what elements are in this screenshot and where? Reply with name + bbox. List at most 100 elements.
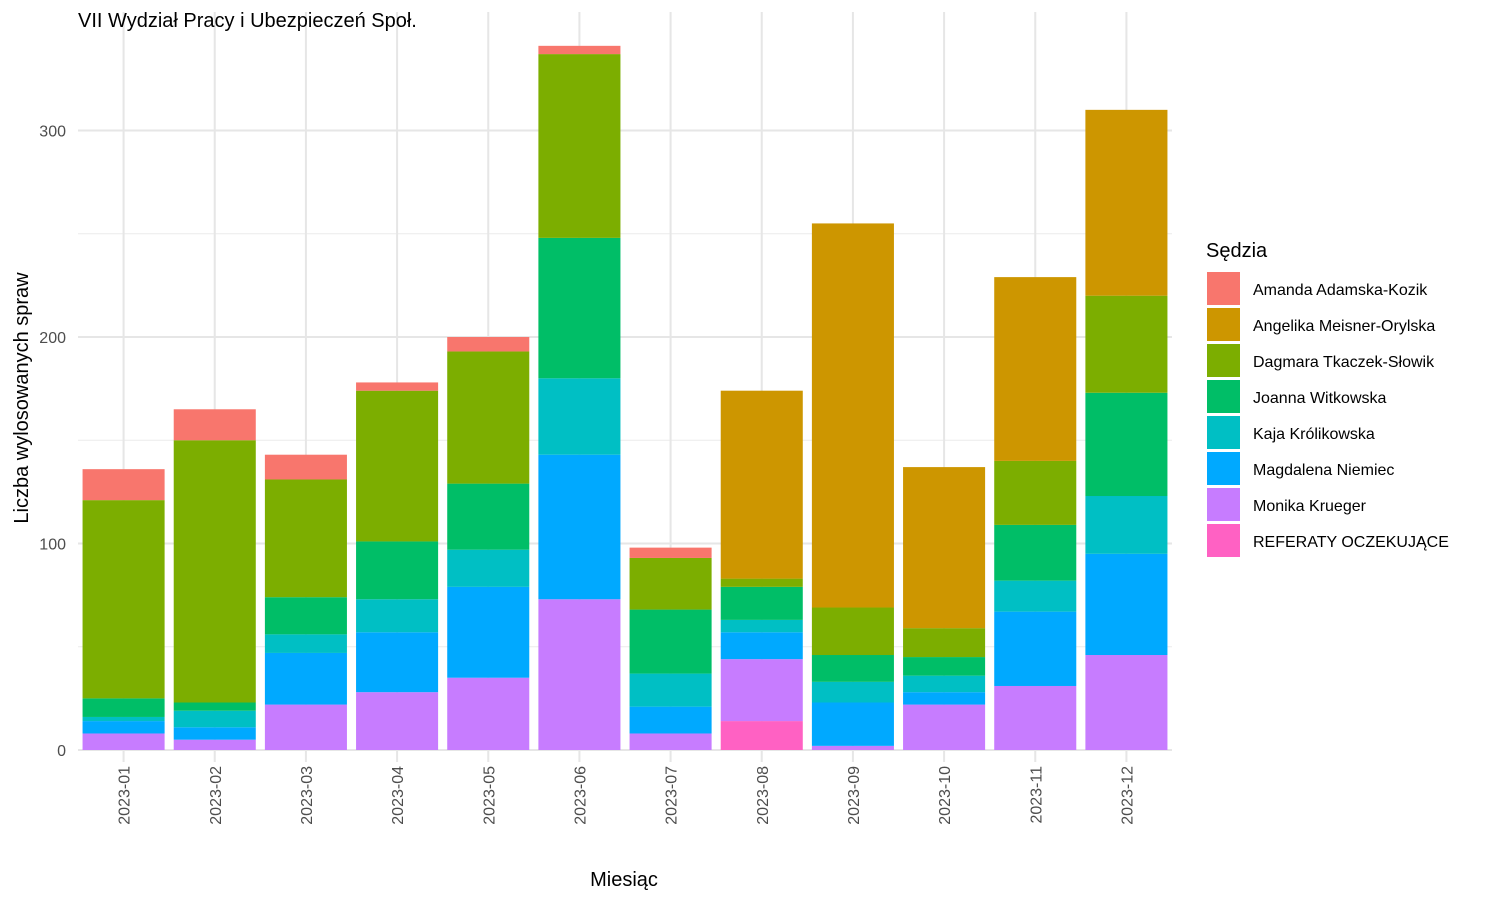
- bar-segment: [629, 706, 712, 734]
- bar-segment: [264, 652, 347, 705]
- x-tick-label: 2023-11: [1028, 766, 1045, 824]
- bar-segment: [447, 337, 530, 352]
- bar-segment: [629, 673, 712, 707]
- bar-segment: [903, 657, 986, 676]
- bar-segment: [1085, 496, 1168, 554]
- bar-segment: [356, 390, 439, 542]
- y-tick-label: 300: [39, 124, 66, 141]
- legend: Sędzia Amanda Adamska-Kozik Angelika Meis…: [1206, 240, 1449, 557]
- bar-segment: [1085, 655, 1168, 750]
- bar-segment: [538, 378, 621, 455]
- bar-segment: [994, 524, 1077, 581]
- bar-segment: [903, 704, 986, 750]
- legend-title: Sędzia: [1206, 240, 1268, 262]
- x-tick-label: 2023-12: [1119, 766, 1136, 825]
- bar-segment: [720, 659, 803, 722]
- bar-segment: [173, 409, 256, 441]
- bar-segment: [629, 557, 712, 610]
- bar-segment: [82, 500, 165, 699]
- bar-segment: [447, 586, 530, 678]
- x-tick-label: 2023-06: [572, 766, 589, 825]
- legend-key: [1207, 452, 1240, 485]
- bar-segment: [994, 580, 1077, 612]
- bar-segment: [264, 634, 347, 653]
- bar-segment: [994, 460, 1077, 525]
- bar-segment: [82, 698, 165, 717]
- bar-segment: [903, 467, 986, 629]
- bar-segment: [538, 454, 621, 600]
- x-tick-label: 2023-08: [755, 766, 772, 825]
- chart-title: VII Wydział Pracy i Ubezpieczeń Społ.: [78, 10, 417, 32]
- bar-segment: [264, 479, 347, 598]
- bar-segment: [538, 237, 621, 379]
- bar-segment: [720, 390, 803, 579]
- bars: [82, 45, 1168, 750]
- legend-key: [1207, 488, 1240, 521]
- bar-segment: [629, 609, 712, 674]
- bar-segment: [1085, 295, 1168, 393]
- bar-segment: [811, 702, 894, 746]
- legend-key: [1207, 308, 1240, 341]
- y-axis-title: Liczba wylosowanych spraw: [11, 272, 33, 524]
- bar-segment: [356, 541, 439, 600]
- x-tick-label: 2023-05: [481, 766, 498, 825]
- legend-label: REFERATY OCZEKUJĄCE: [1253, 534, 1449, 551]
- y-tick-label: 200: [39, 330, 66, 347]
- bar-segment: [264, 704, 347, 750]
- bar-segment: [994, 277, 1077, 461]
- legend-key: [1207, 416, 1240, 449]
- bar-segment: [1085, 553, 1168, 656]
- bar-segment: [720, 586, 803, 620]
- bar-segment: [173, 440, 256, 703]
- legend-label: Magdalena Niemiec: [1253, 462, 1394, 479]
- bar-segment: [811, 681, 894, 703]
- bar-segment: [994, 685, 1077, 750]
- legend-label: Monika Krueger: [1253, 498, 1367, 515]
- legend-label: Kaja Królikowska: [1253, 426, 1375, 443]
- bar-segment: [356, 599, 439, 633]
- bar-segment: [264, 597, 347, 635]
- legend-key: [1207, 272, 1240, 305]
- bar-segment: [264, 454, 347, 480]
- bar-segment: [538, 45, 621, 55]
- bar-segment: [811, 607, 894, 656]
- x-tick-label: 2023-03: [299, 766, 316, 825]
- legend-label: Dagmara Tkaczek-Słowik: [1253, 354, 1435, 371]
- bar-segment: [82, 733, 165, 750]
- x-tick-label: 2023-10: [937, 766, 954, 825]
- y-tick-label: 100: [39, 537, 66, 554]
- bar-segment: [629, 733, 712, 750]
- legend-label: Joanna Witkowska: [1253, 390, 1386, 407]
- bar-segment: [903, 675, 986, 693]
- x-tick-label: 2023-09: [846, 766, 863, 825]
- legend-label: Angelika Meisner-Orylska: [1253, 318, 1435, 335]
- bar-segment: [720, 578, 803, 587]
- axes: 0 100 200 300 2023-01 2023-02 2023-03 2023-04 20…: [39, 124, 1136, 825]
- legend-key: [1207, 524, 1240, 557]
- x-axis-title: Miesiąc: [590, 869, 658, 891]
- bar-segment: [629, 547, 712, 558]
- bar-segment: [903, 628, 986, 658]
- bar-segment: [447, 351, 530, 484]
- bar-segment: [538, 599, 621, 750]
- legend-key: [1207, 344, 1240, 377]
- bar-segment: [82, 721, 165, 734]
- bar-segment: [82, 716, 165, 722]
- legend-key: [1207, 380, 1240, 413]
- bar-segment: [356, 692, 439, 750]
- bar-segment: [447, 549, 530, 587]
- x-tick-label: 2023-02: [208, 766, 225, 825]
- bar-segment: [1085, 392, 1168, 497]
- x-tick-label: 2023-01: [117, 766, 134, 825]
- bar-segment: [447, 677, 530, 750]
- bar-segment: [173, 739, 256, 750]
- bar-segment: [994, 611, 1077, 686]
- bar-segment: [82, 469, 165, 501]
- bar-segment: [447, 483, 530, 550]
- bar-segment: [811, 655, 894, 682]
- bar-segment: [356, 382, 439, 391]
- bar-segment: [811, 745, 894, 750]
- x-tick-label: 2023-07: [664, 766, 681, 825]
